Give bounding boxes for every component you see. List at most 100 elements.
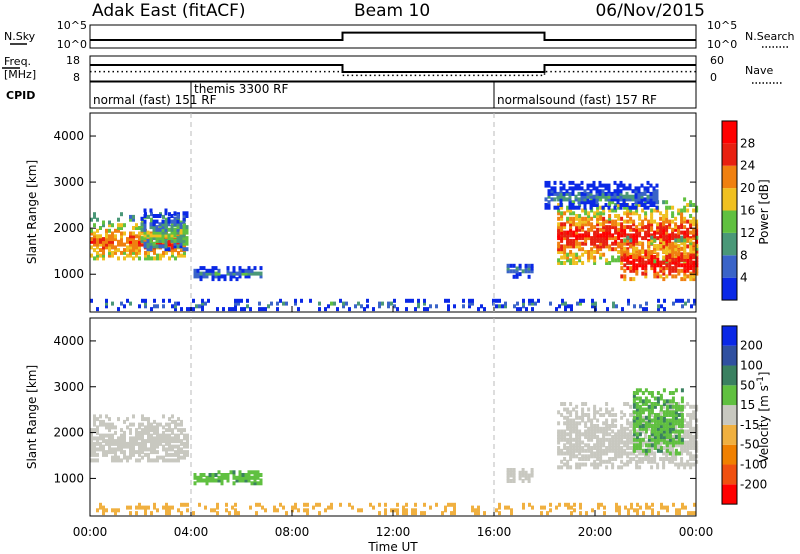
- power-cell: [674, 244, 678, 248]
- velocity-cell: [695, 426, 699, 431]
- velocity-cell: [120, 447, 123, 452]
- velocity-cell: [171, 428, 174, 433]
- power-cell: [161, 225, 165, 230]
- velocity-cell: [608, 410, 612, 415]
- power-cell: [692, 271, 696, 276]
- power-cell: [204, 301, 207, 306]
- velocity-cell: [618, 505, 621, 510]
- power-cell: [577, 183, 581, 188]
- nsky-label: N.Sky: [4, 30, 36, 43]
- velocity-cell: [123, 455, 126, 460]
- power-cell: [164, 219, 168, 224]
- velocity-cell: [168, 505, 171, 510]
- velocity-cell: [635, 429, 639, 434]
- power-cell: [557, 211, 561, 216]
- velocity-cell: [611, 407, 615, 412]
- power-cell: [602, 216, 606, 221]
- velocity-cell: [318, 502, 321, 507]
- power-cell: [589, 194, 593, 199]
- power-cell: [671, 268, 675, 273]
- power-cell: [586, 191, 590, 196]
- velocity-cell: [117, 458, 120, 463]
- power-cell: [182, 227, 186, 232]
- velocity-cell: [572, 407, 576, 412]
- power-colorbar-tick-4: 20: [740, 181, 755, 195]
- nsky-frame: [89, 24, 697, 49]
- power-cell: [608, 200, 612, 205]
- power-cell: [164, 230, 168, 235]
- power-cell: [180, 248, 183, 253]
- power-cell: [604, 183, 608, 188]
- velocity-cell: [527, 473, 531, 478]
- power-cell: [117, 217, 120, 222]
- power-cell: [144, 250, 147, 255]
- velocity-cell: [689, 435, 693, 439]
- power-cell: [649, 183, 653, 188]
- power-cell: [566, 219, 570, 224]
- velocity-cell: [677, 435, 681, 439]
- power-cell: [161, 222, 165, 227]
- velocity-cell: [581, 402, 585, 406]
- power-cell: [607, 183, 611, 188]
- power-cell: [653, 249, 657, 254]
- power-cell: [665, 250, 669, 254]
- power-cell: [683, 247, 687, 252]
- velocity-cell: [174, 436, 177, 441]
- power-cell: [686, 268, 690, 273]
- velocity-cell: [590, 421, 594, 426]
- velocity-cell: [132, 444, 135, 449]
- power-cell: [423, 298, 426, 303]
- power-cell: [519, 307, 522, 312]
- velocity-cell: [563, 451, 567, 456]
- power-cell: [613, 191, 617, 196]
- velocity-cell: [156, 430, 159, 435]
- velocity-cell: [656, 424, 660, 428]
- velocity-cell: [294, 505, 297, 510]
- power-cell: [220, 274, 224, 279]
- power-cell: [587, 230, 591, 235]
- velocity-cell: [560, 451, 564, 456]
- velocity-cell: [632, 426, 636, 431]
- velocity-cell: [168, 436, 171, 441]
- velocity-cell: [159, 422, 162, 427]
- velocity-cell: [692, 443, 696, 448]
- velocity-cell: [666, 508, 669, 513]
- velocity-cell: [150, 439, 153, 444]
- velocity-cell: [186, 439, 189, 444]
- power-cell: [677, 271, 681, 276]
- power-cell: [692, 241, 696, 246]
- velocity-cell: [306, 502, 309, 507]
- power-cell: [662, 266, 666, 271]
- power-cell: [563, 236, 567, 241]
- power-cell: [620, 274, 624, 279]
- velocity-cell: [635, 391, 639, 395]
- power-cell: [138, 245, 141, 250]
- velocity-cell: [641, 415, 645, 420]
- power-cell: [557, 230, 561, 235]
- power-cell: [544, 197, 548, 202]
- power-cell: [179, 241, 183, 246]
- power-cell: [405, 298, 408, 303]
- power-cell: [354, 304, 357, 309]
- power-cell: [674, 255, 678, 260]
- velocity-cell: [141, 433, 144, 438]
- power-cell: [566, 230, 570, 235]
- power-cell: [638, 222, 642, 227]
- velocity-cell: [689, 457, 693, 461]
- power-cell: [692, 266, 696, 271]
- velocity-cell: [660, 502, 663, 507]
- velocity-cell: [656, 440, 660, 445]
- velocity-cell: [253, 473, 257, 477]
- velocity-cell: [599, 429, 603, 434]
- velocity-cell: [608, 426, 612, 431]
- power-colorbar-frame: [721, 120, 738, 301]
- power-cell: [155, 230, 159, 235]
- velocity-cell: [204, 505, 207, 510]
- velocity-cell: [644, 454, 648, 459]
- power-cell: [686, 208, 690, 213]
- power-cell: [677, 263, 681, 268]
- power-cell: [635, 236, 639, 241]
- power-cell: [135, 226, 138, 230]
- power-cell: [656, 246, 660, 251]
- freq-frame: [89, 55, 697, 82]
